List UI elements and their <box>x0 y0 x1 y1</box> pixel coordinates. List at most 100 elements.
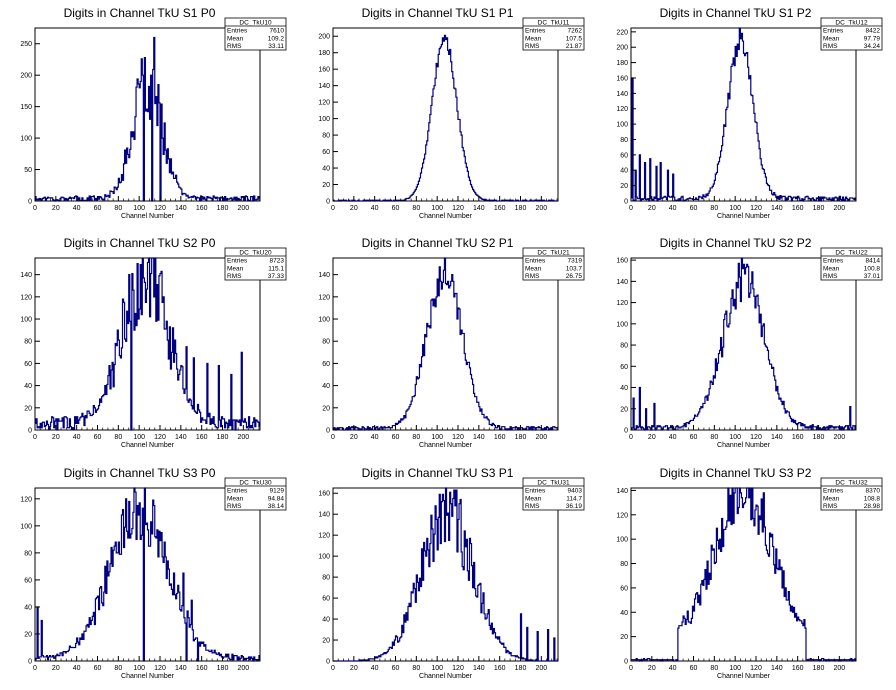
x-tick-label: 40 <box>73 434 81 441</box>
stats-value: 8414 <box>866 258 881 265</box>
y-tick-label: 0 <box>326 428 330 435</box>
y-tick-label: 40 <box>322 617 330 624</box>
chart-panel: Digits in Channel TkU S2 P2 0 20 40 60 80 100 1… <box>616 236 883 449</box>
stats-value: 100.8 <box>864 265 881 272</box>
x-tick-label: 200 <box>237 205 249 212</box>
y-tick-label: 80 <box>322 133 330 140</box>
x-tick-label: 60 <box>392 665 400 672</box>
stats-label: Entries <box>227 28 248 35</box>
stats-label: Entries <box>525 258 546 265</box>
chart-title: Digits in Channel TkU S3 P0 <box>64 466 216 480</box>
chart-title: Digits in Channel TkU S1 P0 <box>64 6 216 20</box>
y-tick-label: 60 <box>620 152 628 159</box>
x-tick-label: 60 <box>94 205 102 212</box>
chart-title: Digits in Channel TkU S3 P2 <box>660 466 812 480</box>
y-tick-label: 140 <box>318 83 330 90</box>
x-tick-label: 40 <box>371 205 379 212</box>
stats-label: Mean <box>227 265 244 272</box>
stats-label: RMS <box>227 503 242 510</box>
x-tick-label: 180 <box>813 205 825 212</box>
x-tick-label: 80 <box>710 434 718 441</box>
y-tick-label: 40 <box>620 610 628 617</box>
x-tick-label: 100 <box>431 434 443 441</box>
x-tick-label: 180 <box>515 665 527 672</box>
y-tick-label: 100 <box>616 321 628 328</box>
x-tick-label: 200 <box>535 205 547 212</box>
chart-panel: Digits in Channel TkU S2 P0 0 20 40 60 80 100 1… <box>20 236 287 449</box>
stats-value: 7610 <box>270 28 285 35</box>
stats-label: Mean <box>227 35 244 42</box>
x-tick-label: 20 <box>350 205 358 212</box>
x-tick-label: 200 <box>833 434 845 441</box>
x-tick-label: 160 <box>196 205 208 212</box>
x-tick-label: 140 <box>771 665 783 672</box>
y-tick-label: 180 <box>616 60 628 67</box>
y-tick-label: 20 <box>24 405 32 412</box>
x-tick-label: 80 <box>114 434 122 441</box>
x-axis-label: Channel Number <box>121 673 175 680</box>
chart-title: Digits in Channel TkU S2 P0 <box>64 236 216 250</box>
x-tick-label: 100 <box>431 665 443 672</box>
y-tick-label: 20 <box>322 638 330 645</box>
plot-frame <box>630 27 857 202</box>
y-tick-label: 200 <box>616 45 628 52</box>
stats-value: 8723 <box>270 258 285 265</box>
x-tick-label: 180 <box>217 205 229 212</box>
x-tick-label: 120 <box>154 205 166 212</box>
x-tick-label: 60 <box>690 665 698 672</box>
stats-name: DC_TkU22 <box>835 250 868 257</box>
x-tick-label: 20 <box>350 434 358 441</box>
x-tick-label: 200 <box>237 434 249 441</box>
x-tick-label: 40 <box>73 665 81 672</box>
y-tick-label: 40 <box>322 383 330 390</box>
stats-value: 107.5 <box>566 35 583 42</box>
x-tick-label: 60 <box>392 205 400 212</box>
stats-label: RMS <box>525 43 540 50</box>
x-tick-label: 160 <box>792 205 804 212</box>
stats-label: Mean <box>525 265 542 272</box>
y-tick-label: 0 <box>624 199 628 206</box>
x-axis-label: Channel Number <box>717 673 771 680</box>
x-tick-label: 40 <box>669 205 677 212</box>
y-tick-label: 140 <box>20 272 32 279</box>
y-tick-label: 120 <box>318 294 330 301</box>
x-tick-label: 160 <box>494 434 506 441</box>
stats-label: RMS <box>227 43 242 50</box>
y-tick-label: 60 <box>322 596 330 603</box>
y-tick-label: 120 <box>318 533 330 540</box>
x-tick-label: 180 <box>813 665 825 672</box>
stats-label: Mean <box>525 495 542 502</box>
stats-label: Entries <box>823 28 844 35</box>
stats-value: 8370 <box>866 488 881 495</box>
x-tick-label: 0 <box>33 665 37 672</box>
x-axis-label: Channel Number <box>717 213 771 220</box>
y-tick-label: 120 <box>616 512 628 519</box>
x-tick-label: 0 <box>331 205 335 212</box>
x-tick-label: 160 <box>792 434 804 441</box>
plot-frame <box>630 257 857 431</box>
stats-label: Entries <box>525 488 546 495</box>
x-tick-label: 80 <box>710 665 718 672</box>
plot-frame <box>34 257 261 431</box>
x-axis-label: Channel Number <box>419 673 473 680</box>
y-tick-label: 160 <box>318 67 330 74</box>
x-axis-label: Channel Number <box>717 442 771 449</box>
x-tick-label: 100 <box>729 665 741 672</box>
y-tick-label: 20 <box>620 406 628 413</box>
x-tick-label: 140 <box>473 205 485 212</box>
y-tick-label: 60 <box>24 361 32 368</box>
x-tick-label: 100 <box>133 434 145 441</box>
histogram-series <box>35 487 260 662</box>
x-tick-label: 80 <box>412 434 420 441</box>
x-tick-label: 160 <box>494 665 506 672</box>
stats-value: 108.8 <box>864 495 881 502</box>
histogram-series <box>35 36 260 202</box>
stats-value: 103.7 <box>566 265 583 272</box>
y-tick-label: 120 <box>616 300 628 307</box>
stats-name: DC_TkU21 <box>537 250 570 257</box>
